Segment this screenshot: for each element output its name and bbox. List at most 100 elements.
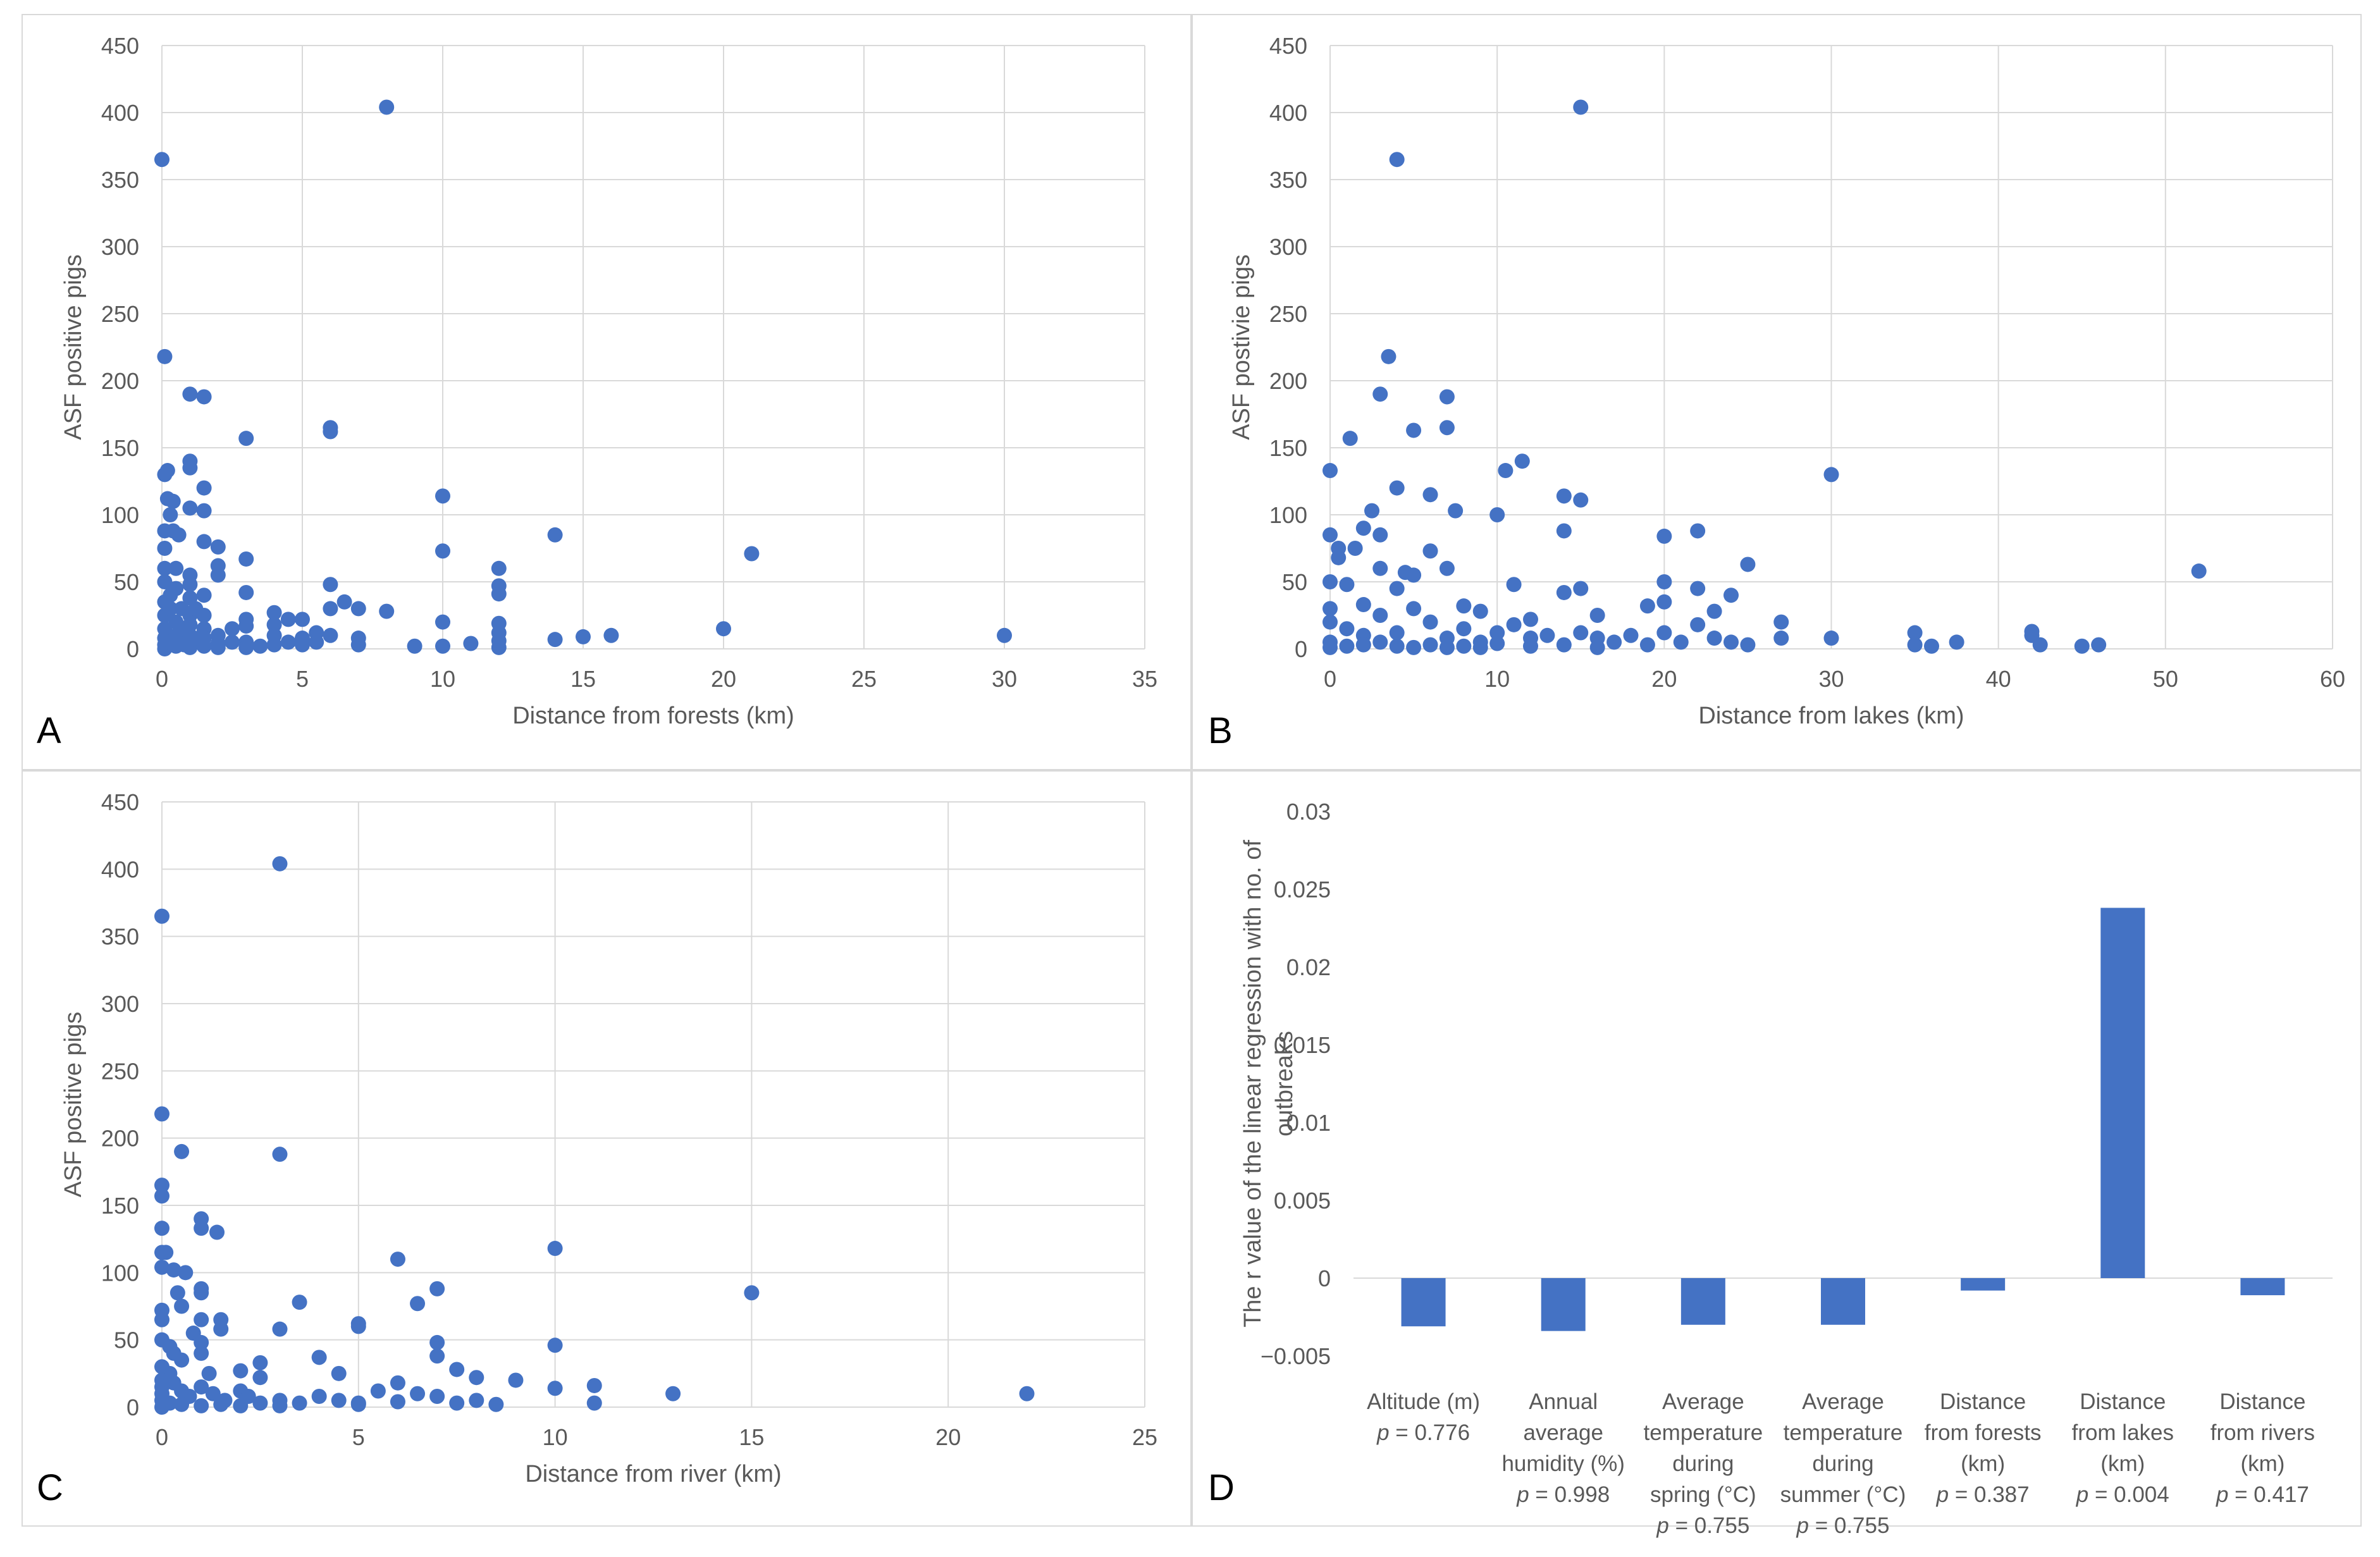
data-point-c [311,1350,327,1365]
data-point-c [469,1370,484,1386]
y-axis-title-b: ASF postivie pigs [1228,254,1255,440]
p-value-label-d: p = 0.755 [1796,1513,1890,1538]
x-axis-title-c: Distance from river (km) [525,1461,781,1487]
data-point-a [379,603,395,619]
data-point-b [1355,597,1371,613]
x-tick-label-a: 5 [296,666,309,692]
category-label-d: Annual [1529,1389,1598,1414]
data-point-c [154,1106,170,1122]
data-point-a [463,636,479,651]
data-point-c [194,1398,209,1413]
y-axis-title-d: The r value of the linear regression wit… [1240,840,1298,1327]
data-point-a [196,534,212,550]
bar-d [1961,1278,2006,1291]
data-point-c [665,1386,681,1401]
data-point-b [1589,639,1605,655]
data-point-a [238,618,254,634]
data-point-b [1347,541,1363,556]
data-point-b [1690,581,1706,596]
data-point-b [1573,492,1589,508]
category-label-d: Distance [1940,1389,2026,1414]
data-point-a [744,546,760,562]
data-point-b [1323,601,1338,617]
y-tick-label-a: 250 [101,301,139,327]
data-point-b [1406,567,1422,583]
y-tick-label-c: 100 [101,1260,139,1286]
x-tick-label-a: 20 [711,666,736,692]
data-point-c [390,1394,405,1410]
data-point-b [1589,608,1605,623]
y-tick-label-b: 450 [1269,33,1307,59]
bar-d [1680,1278,1725,1325]
data-point-c [252,1395,268,1411]
category-label-d: Altitude (m) [1367,1389,1480,1414]
data-point-b [1907,637,1923,653]
data-point-b [1823,631,1839,646]
bar-d [1541,1278,1586,1331]
data-point-a [280,612,296,627]
y-tick-label-a: 100 [101,502,139,528]
data-point-b [1406,639,1422,655]
y-tick-label-c: 400 [101,856,139,882]
data-point-c [194,1221,209,1236]
data-point-c [194,1312,209,1327]
data-point-b [1556,584,1572,600]
y-tick-label-d: 0.03 [1286,799,1331,825]
data-point-b [1573,625,1589,641]
category-label-d: humidity (%) [1501,1451,1624,1476]
x-tick-label-a: 15 [570,666,596,692]
data-point-b [1323,574,1338,589]
category-label-d: from lakes [2072,1420,2174,1445]
y-tick-label-d: 0.005 [1274,1188,1331,1214]
data-point-b [1456,621,1472,637]
data-point-a [168,581,184,596]
data-point-a [379,99,395,115]
y-axis-title-c: ASF positive pigs [60,1012,87,1198]
data-point-a [238,639,254,655]
data-point-c [154,1178,170,1193]
data-point-c [410,1296,426,1312]
data-point-b [1342,431,1358,446]
data-point-b [1389,625,1405,641]
y-tick-label-a: 50 [114,569,139,595]
y-tick-label-b: 250 [1269,301,1307,327]
category-label-d: during [1812,1451,1873,1476]
data-point-a [163,507,178,522]
data-point-b [1372,560,1388,576]
data-point-b [1723,588,1739,603]
data-point-c [508,1372,524,1388]
y-tick-label-c: 350 [101,924,139,950]
data-point-b [1924,638,1939,654]
y-tick-label-b: 150 [1269,435,1307,461]
data-point-a [716,621,731,637]
category-label-d: Average [1802,1389,1884,1414]
data-point-a [323,424,338,440]
data-point-b [1381,348,1397,364]
y-tick-label-d: 0.025 [1274,877,1331,902]
category-label-d: Distance [2080,1389,2166,1414]
data-point-c [1019,1386,1035,1401]
category-label-d: summer (°C) [1780,1482,1906,1507]
data-point-a [196,608,212,623]
data-point-b [1706,603,1722,619]
data-point-b [1514,453,1530,469]
panel-label-a: A [37,710,61,751]
data-point-c [252,1370,268,1386]
panel-label-c: C [37,1467,63,1508]
data-point-b [1623,627,1639,643]
data-point-a [323,577,338,593]
bar-d [2100,908,2145,1278]
data-point-b [1439,420,1455,436]
data-point-b [1706,631,1722,646]
y-tick-label-d: 0 [1318,1265,1331,1291]
x-tick-label-b: 60 [2320,666,2345,692]
data-point-a [238,551,254,567]
data-point-b [1472,603,1488,619]
y-tick-label-b: 200 [1269,368,1307,394]
category-label-d: temperature [1643,1420,1763,1445]
data-point-c [547,1338,563,1353]
x-axis-title-b: Distance from lakes (km) [1698,703,1964,729]
data-point-c [178,1265,194,1281]
data-point-c [194,1379,209,1395]
bar-d [1821,1278,1865,1325]
